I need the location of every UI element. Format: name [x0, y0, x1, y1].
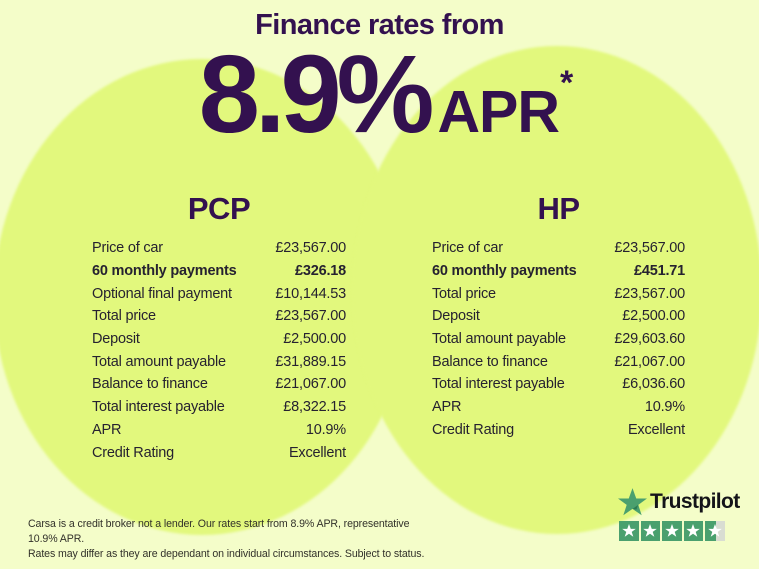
star-icon: [683, 521, 703, 541]
row-label: 60 monthly payments: [92, 263, 237, 280]
row-value: £23,567.00: [614, 240, 685, 257]
row-value: £21,067.00: [275, 376, 346, 393]
row-label: 60 monthly payments: [432, 263, 577, 280]
hp-table: Price of car £23,567.00 60 monthly payment…: [432, 237, 685, 441]
headline-rate: 8.9% APR*: [6, 40, 759, 150]
row-label: Price of car: [92, 240, 163, 257]
row-value: £6,036.60: [622, 376, 685, 393]
finance-row: Total amount payable £29,603.60: [432, 328, 685, 351]
row-value: £31,889.15: [275, 353, 346, 370]
row-value: £451.71: [633, 263, 685, 280]
finance-row: 60 monthly payments £326.18: [92, 260, 346, 283]
row-label: Total price: [432, 285, 496, 302]
disclaimer-line-1: Carsa is a credit broker not a lender. O…: [28, 518, 410, 545]
row-value: 10.9%: [644, 399, 685, 416]
finance-row: Total interest payable £8,322.15: [92, 396, 346, 419]
pcp-heading: PCP: [187, 191, 251, 226]
finance-row: Credit Rating Excellent: [432, 419, 685, 442]
trustpilot-star-icon: [618, 488, 647, 516]
row-value: £29,603.60: [614, 331, 685, 348]
finance-row: Price of car £23,567.00: [432, 237, 685, 260]
rate-unit: APR: [437, 79, 560, 145]
row-value: £8,322.15: [283, 399, 346, 416]
finance-row: APR 10.9%: [92, 419, 346, 442]
background-circle-right: [352, 46, 759, 534]
finance-row: Price of car £23,567.00: [92, 237, 346, 260]
finance-row: Total price £23,567.00: [92, 305, 346, 328]
trustpilot-stars: [619, 521, 740, 541]
row-label: APR: [92, 421, 122, 438]
disclaimer-text: Carsa is a credit broker not a lender. O…: [28, 517, 438, 561]
finance-row: Balance to finance £21,067.00: [92, 373, 346, 396]
row-value: Excellent: [288, 444, 346, 461]
row-value: £23,567.00: [275, 240, 346, 257]
row-value: £2,500.00: [283, 331, 346, 348]
banner-title: Finance rates from: [255, 9, 504, 41]
disclaimer-line-2: Rates may differ as they are dependant o…: [28, 547, 425, 560]
row-value: £23,567.00: [614, 285, 685, 302]
rate-value: 8.9%: [198, 33, 435, 156]
finance-row: 60 monthly payments £451.71: [432, 260, 685, 283]
row-label: Deposit: [432, 308, 480, 325]
star-icon: [619, 521, 639, 541]
trustpilot-brand-text: Trustpilot: [650, 490, 740, 513]
row-label: APR: [432, 399, 462, 416]
star-icon: [705, 521, 725, 541]
row-value: £326.18: [294, 263, 346, 280]
pcp-table: Price of car £23,567.00 60 monthly payment…: [92, 237, 346, 464]
row-label: Total amount payable: [432, 331, 566, 348]
finance-row: APR 10.9%: [432, 396, 685, 419]
hp-heading: HP: [537, 191, 580, 226]
row-value: Excellent: [627, 421, 685, 438]
row-label: Balance to finance: [432, 353, 548, 370]
background-circle-left: [0, 59, 410, 535]
row-value: £23,567.00: [275, 308, 346, 325]
finance-row: Credit Rating Excellent: [92, 441, 346, 464]
row-value: £2,500.00: [622, 308, 685, 325]
trustpilot-badge: Trustpilot: [618, 488, 740, 541]
row-label: Total price: [92, 308, 156, 325]
row-label: Credit Rating: [92, 444, 175, 461]
finance-row: Total amount payable £31,889.15: [92, 350, 346, 373]
finance-row: Deposit £2,500.00: [92, 328, 346, 351]
row-label: Deposit: [92, 331, 140, 348]
rate-footnote-marker: *: [560, 64, 574, 102]
trustpilot-logo-row: Trustpilot: [618, 488, 740, 516]
row-label: Balance to finance: [92, 376, 208, 393]
finance-row: Total price £23,567.00: [432, 282, 685, 305]
row-label: Price of car: [432, 240, 503, 257]
row-value: £21,067.00: [614, 353, 685, 370]
finance-row: Optional final payment £10,144.53: [92, 282, 346, 305]
star-icon: [640, 521, 660, 541]
row-label: Total interest payable: [92, 399, 225, 416]
row-value: £10,144.53: [275, 285, 346, 302]
row-label: Credit Rating: [432, 421, 515, 438]
row-label: Total interest payable: [432, 376, 565, 393]
row-label: Total amount payable: [92, 353, 226, 370]
finance-row: Total interest payable £6,036.60: [432, 373, 685, 396]
finance-row: Balance to finance £21,067.00: [432, 350, 685, 373]
row-label: Optional final payment: [92, 285, 232, 302]
finance-row: Deposit £2,500.00: [432, 305, 685, 328]
star-icon: [662, 521, 682, 541]
row-value: 10.9%: [305, 421, 346, 438]
